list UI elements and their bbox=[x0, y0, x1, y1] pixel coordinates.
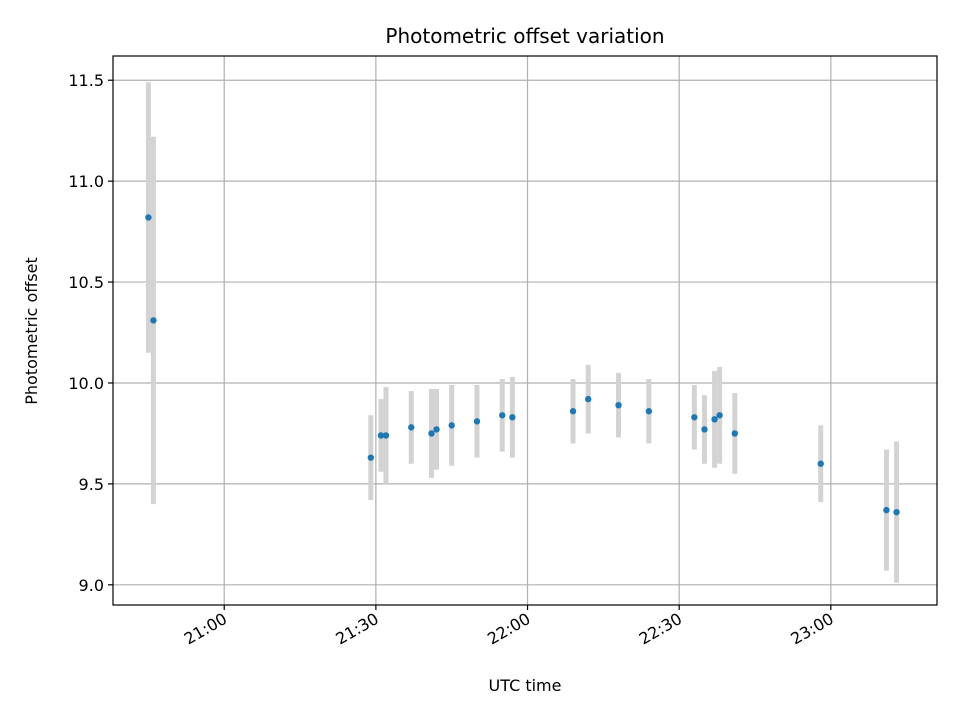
data-point bbox=[382, 432, 390, 439]
data-point bbox=[615, 401, 622, 409]
data-point bbox=[367, 454, 375, 461]
data-point bbox=[711, 416, 718, 423]
data-point bbox=[428, 430, 435, 437]
y-tick-label: 11.0 bbox=[68, 172, 104, 191]
y-tick-label: 10.5 bbox=[68, 273, 104, 292]
data-point bbox=[731, 430, 738, 437]
data-point bbox=[701, 426, 708, 433]
data-point bbox=[716, 412, 723, 419]
data-points bbox=[145, 214, 900, 516]
data-point bbox=[817, 460, 824, 467]
y-tick-label: 9.0 bbox=[79, 576, 104, 595]
data-point bbox=[448, 422, 455, 429]
y-tick-label: 9.5 bbox=[79, 475, 104, 494]
data-point bbox=[150, 317, 157, 324]
data-point bbox=[584, 395, 592, 403]
data-point bbox=[883, 506, 890, 514]
data-point bbox=[377, 432, 385, 439]
chart-title: Photometric offset variation bbox=[385, 24, 664, 48]
data-point bbox=[408, 424, 415, 431]
data-point bbox=[893, 508, 900, 516]
data-point bbox=[645, 408, 653, 415]
data-point bbox=[569, 408, 577, 415]
y-tick-label: 10.0 bbox=[68, 374, 104, 393]
data-point bbox=[509, 414, 516, 421]
data-point bbox=[691, 414, 698, 421]
y-tick-label: 11.5 bbox=[68, 71, 104, 90]
plot-area-frame bbox=[112, 55, 938, 606]
x-axis-label: UTC time bbox=[489, 676, 562, 695]
data-point bbox=[499, 412, 506, 419]
data-point bbox=[433, 426, 440, 433]
data-point bbox=[145, 214, 152, 221]
data-point bbox=[473, 418, 481, 425]
grid bbox=[113, 56, 937, 605]
y-axis-label: Photometric offset bbox=[22, 257, 41, 405]
